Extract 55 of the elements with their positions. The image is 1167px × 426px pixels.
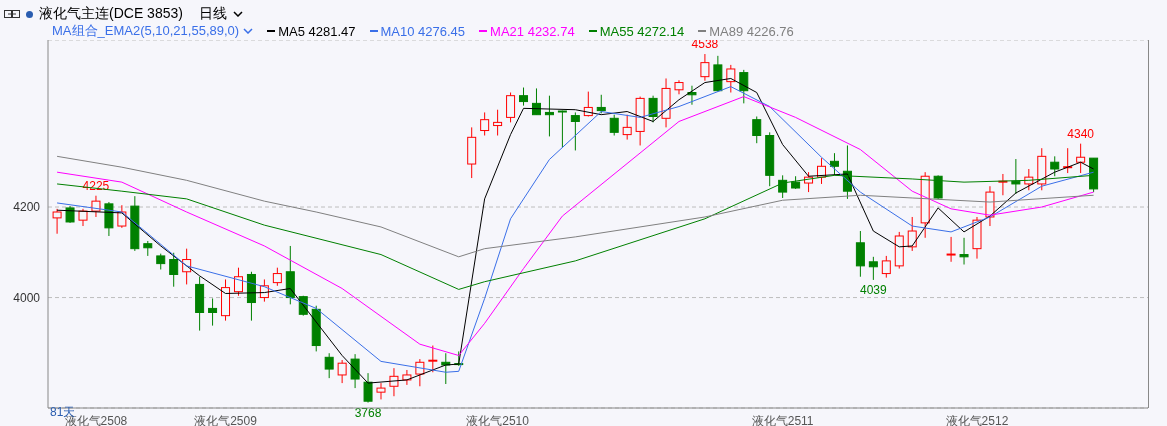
candlestick xyxy=(868,256,878,281)
candlestick xyxy=(208,297,218,327)
candlestick xyxy=(272,267,282,287)
candlestick xyxy=(506,92,516,123)
x-tick-label: 液化气2510 xyxy=(466,413,530,426)
annotation: 3768 xyxy=(354,405,382,420)
candlestick xyxy=(1050,155,1060,177)
candlestick xyxy=(556,110,568,148)
candlestick xyxy=(415,358,425,387)
candlestick xyxy=(855,230,865,278)
candlestick xyxy=(104,201,114,237)
candlestick xyxy=(1076,143,1086,174)
chart-subtitle: 日线 xyxy=(198,5,227,23)
candlestick xyxy=(881,255,891,279)
legend-label: MA21 4232.74 xyxy=(489,23,575,39)
candlestick xyxy=(739,69,749,104)
annotation: 4538 xyxy=(691,37,719,52)
x-tick-label: 液化气2509 xyxy=(194,413,258,426)
legend-label: MA89 4226.76 xyxy=(708,23,794,39)
chart-title: 液化气主连(DCE 3853) xyxy=(39,5,183,23)
candlestick xyxy=(337,359,347,384)
legend-title: MA组合_EMA2(5,10,21,55,89,0) xyxy=(52,22,241,40)
candlestick xyxy=(519,87,529,107)
candlestick xyxy=(959,237,969,266)
candlestick xyxy=(609,114,619,137)
annotation: 4340 xyxy=(1067,126,1095,141)
candlestick xyxy=(427,345,439,373)
candlestick xyxy=(700,53,710,82)
candlestick xyxy=(52,208,62,235)
candlestick xyxy=(324,352,334,379)
y-tick-label: 4000 xyxy=(13,290,41,305)
candlestick xyxy=(570,111,580,151)
x-tick-label: 液化气2512 xyxy=(945,413,1009,426)
annotation: 4039 xyxy=(859,282,888,297)
candlestick xyxy=(480,111,490,137)
candlestick xyxy=(752,116,762,144)
candlestick xyxy=(648,95,658,123)
y-tick-label: 4200 xyxy=(13,200,41,215)
candlestick xyxy=(596,94,606,114)
legend-label: MA55 4272.14 xyxy=(598,23,685,39)
candlestick xyxy=(233,267,243,297)
candlestick xyxy=(622,114,632,141)
candlestick xyxy=(350,353,360,389)
line-series xyxy=(56,155,1095,258)
x-tick-label: 液化气2511 xyxy=(751,413,814,426)
candlestick xyxy=(726,64,736,94)
candlestick xyxy=(945,236,957,263)
candlestick xyxy=(493,109,503,137)
candlestick xyxy=(376,382,386,400)
candlestick xyxy=(169,252,179,288)
candlestick xyxy=(531,87,541,116)
candlestick xyxy=(544,95,554,137)
legend-label: MA5 4281.47 xyxy=(277,23,356,39)
legend-label: MA10 4276.45 xyxy=(379,23,466,39)
candlestick xyxy=(363,372,373,404)
